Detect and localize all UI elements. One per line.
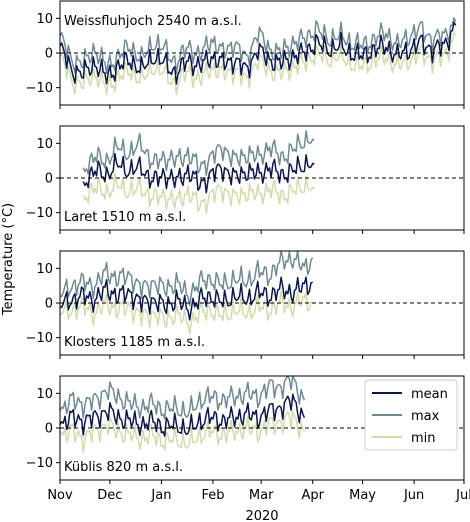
x-tick-label: Dec xyxy=(97,488,122,503)
panel-3: −10 0 10 Klosters 1185 m a.s.l. xyxy=(26,250,465,359)
y-tick-label: −10 xyxy=(26,331,53,346)
series-line-max xyxy=(59,250,314,307)
panel-title: Laret 1510 m a.s.l. xyxy=(64,210,186,225)
series-line-max xyxy=(59,375,306,420)
y-axis-label: Temperature (°C) xyxy=(1,203,16,316)
x-tick-label: Jan xyxy=(150,488,171,503)
series-line-mean xyxy=(59,21,457,85)
x-tick-label: Feb xyxy=(201,488,224,503)
panel-title: Küblis 820 m a.s.l. xyxy=(64,460,183,475)
x-tick-label: Mar xyxy=(249,488,274,503)
x-tick-label: Apr xyxy=(301,488,324,503)
series-line-min xyxy=(59,32,457,96)
y-tick-label: 10 xyxy=(36,12,53,27)
panel-1: −10 0 10 Weissfluhjoch 2540 m a.s.l. xyxy=(26,0,465,109)
y-tick-label: 10 xyxy=(36,262,53,277)
y-tick-label: −10 xyxy=(26,206,53,221)
panel-title: Weissfluhjoch 2540 m a.s.l. xyxy=(64,14,242,29)
y-tick-label: −10 xyxy=(26,81,53,96)
y-tick-label: 10 xyxy=(36,387,53,402)
y-tick-label: 0 xyxy=(45,47,53,62)
legend: mean max min xyxy=(364,379,458,451)
series-line-mean xyxy=(59,393,306,437)
legend-mean-label: mean xyxy=(411,387,448,402)
panels: −10 0 10 Weissfluhjoch 2540 m a.s.l. −10 0 10 L… xyxy=(26,0,470,503)
y-tick-label: 0 xyxy=(45,297,53,312)
x-axis-label: 2020 xyxy=(245,509,278,522)
series-line-min xyxy=(59,290,314,335)
panel-2: −10 0 10 Laret 1510 m a.s.l. xyxy=(26,125,465,234)
x-tick-label: Jul xyxy=(455,488,470,503)
x-tick-label: Nov xyxy=(47,488,73,503)
x-tick-label: May xyxy=(349,488,376,503)
series-line-min xyxy=(82,172,315,215)
x-tick-label: Jun xyxy=(403,488,424,503)
panel-4: −10 0 10 Nov Dec Jan Feb Mar Apr May Jun Jul Küblis … xyxy=(26,375,470,503)
legend-max-label: max xyxy=(411,409,440,424)
legend-box xyxy=(364,379,458,451)
series-line-mean xyxy=(82,152,315,194)
panel-title: Klosters 1185 m a.s.l. xyxy=(64,335,205,350)
series-line-max xyxy=(82,129,315,177)
legend-min-label: min xyxy=(411,431,436,446)
y-tick-label: 10 xyxy=(36,137,53,152)
series-line-min xyxy=(59,410,306,454)
y-tick-label: −10 xyxy=(26,456,53,471)
series-line-mean xyxy=(59,276,313,321)
y-tick-label: 0 xyxy=(45,422,53,437)
y-tick-label: 0 xyxy=(45,172,53,187)
series-line-max xyxy=(59,17,457,75)
